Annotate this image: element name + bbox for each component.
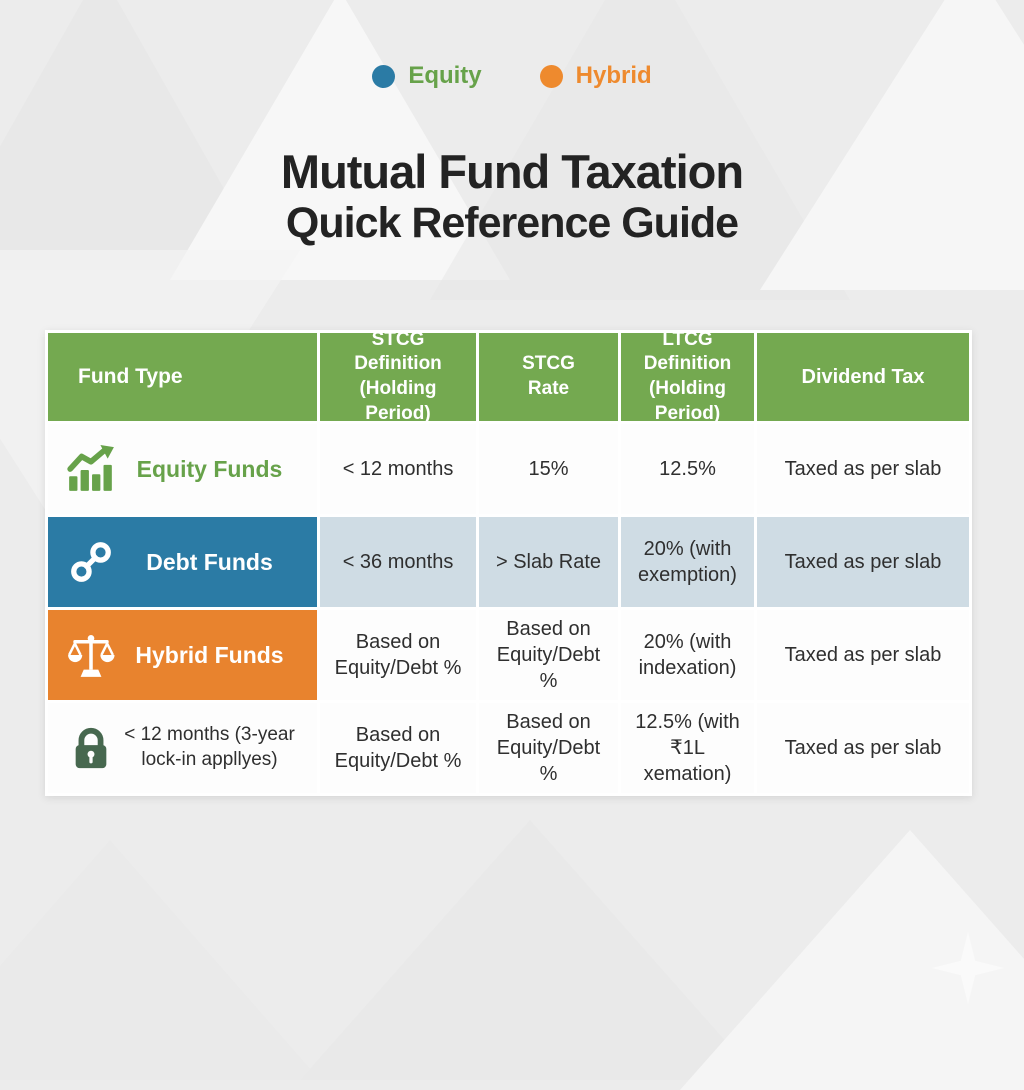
table-cell: 15% <box>479 424 618 514</box>
table-row-equity-fund-type: Equity Funds <box>48 424 317 514</box>
fund-type-label: Debt Funds <box>146 548 273 575</box>
taxation-table: Fund Type STCG Definition (Holding Perio… <box>45 329 972 796</box>
legend-item-hybrid: Hybrid <box>539 62 652 90</box>
table-cell: Taxed as per slab <box>757 517 969 607</box>
balance-scale-icon <box>64 630 118 680</box>
legend-item-equity: Equity <box>372 62 482 90</box>
padlock-icon <box>64 725 118 771</box>
table-cell: 12.5% (with ₹1L xemation) <box>621 703 754 793</box>
bar-chart-up-icon <box>64 444 118 494</box>
triangle-decoration <box>0 840 320 1080</box>
table-cell: 20% (with indexation) <box>621 610 754 700</box>
table-cell: Based on Equity/Debt % <box>320 703 476 793</box>
triangle-decoration <box>300 820 760 1080</box>
page-title: Mutual Fund Taxation Quick Reference Gui… <box>0 146 1024 249</box>
table-cell: > Slab Rate <box>479 517 618 607</box>
column-header-fund-type: Fund Type <box>48 333 317 421</box>
title-line-2: Quick Reference Guide <box>285 198 739 247</box>
title-line-1: Mutual Fund Taxation <box>280 145 744 198</box>
table-cell: Taxed as per slab <box>757 703 969 793</box>
table-cell: < 36 months <box>320 517 476 607</box>
table-row-debt-fund-type: Debt Funds <box>48 517 317 607</box>
table-cell: 20% (with exemption) <box>621 517 754 607</box>
legend: Equity Hybrid <box>0 62 1024 90</box>
fund-type-label: Equity Funds <box>136 455 283 482</box>
legend-label-equity: Equity <box>408 62 482 89</box>
table-cell: Based on Equity/Debt % <box>479 610 618 700</box>
column-header-dividend-tax: Dividend Tax <box>757 333 969 421</box>
column-header-ltcg-definition: LTCG Definition (Holding Period) <box>621 329 754 424</box>
column-header-stcg-definition: STCG Definition (Holding Period) <box>320 329 476 424</box>
table-cell: Taxed as per slab <box>757 610 969 700</box>
table-row-lockin-fund-type: < 12 months (3-year lock-in appllyes) <box>48 703 317 793</box>
fund-type-label: < 12 months (3-year lock-in appllyes) <box>124 724 295 770</box>
hybrid-dot-icon <box>539 64 563 88</box>
table-cell: < 12 months <box>320 424 476 514</box>
fund-type-label: Hybrid Funds <box>135 641 284 668</box>
table-cell: Based on Equity/Debt % <box>320 610 476 700</box>
legend-label-hybrid: Hybrid <box>575 62 652 89</box>
table-row-hybrid-fund-type: Hybrid Funds <box>48 610 317 700</box>
table-cell: 12.5% <box>621 424 754 514</box>
chain-link-icon <box>64 539 118 585</box>
table-cell: Taxed as per slab <box>757 424 969 514</box>
equity-dot-icon <box>372 64 396 88</box>
table-cell: Based on Equity/Debt % <box>479 703 618 793</box>
column-header-stcg-rate: STCG Rate <box>479 333 618 421</box>
